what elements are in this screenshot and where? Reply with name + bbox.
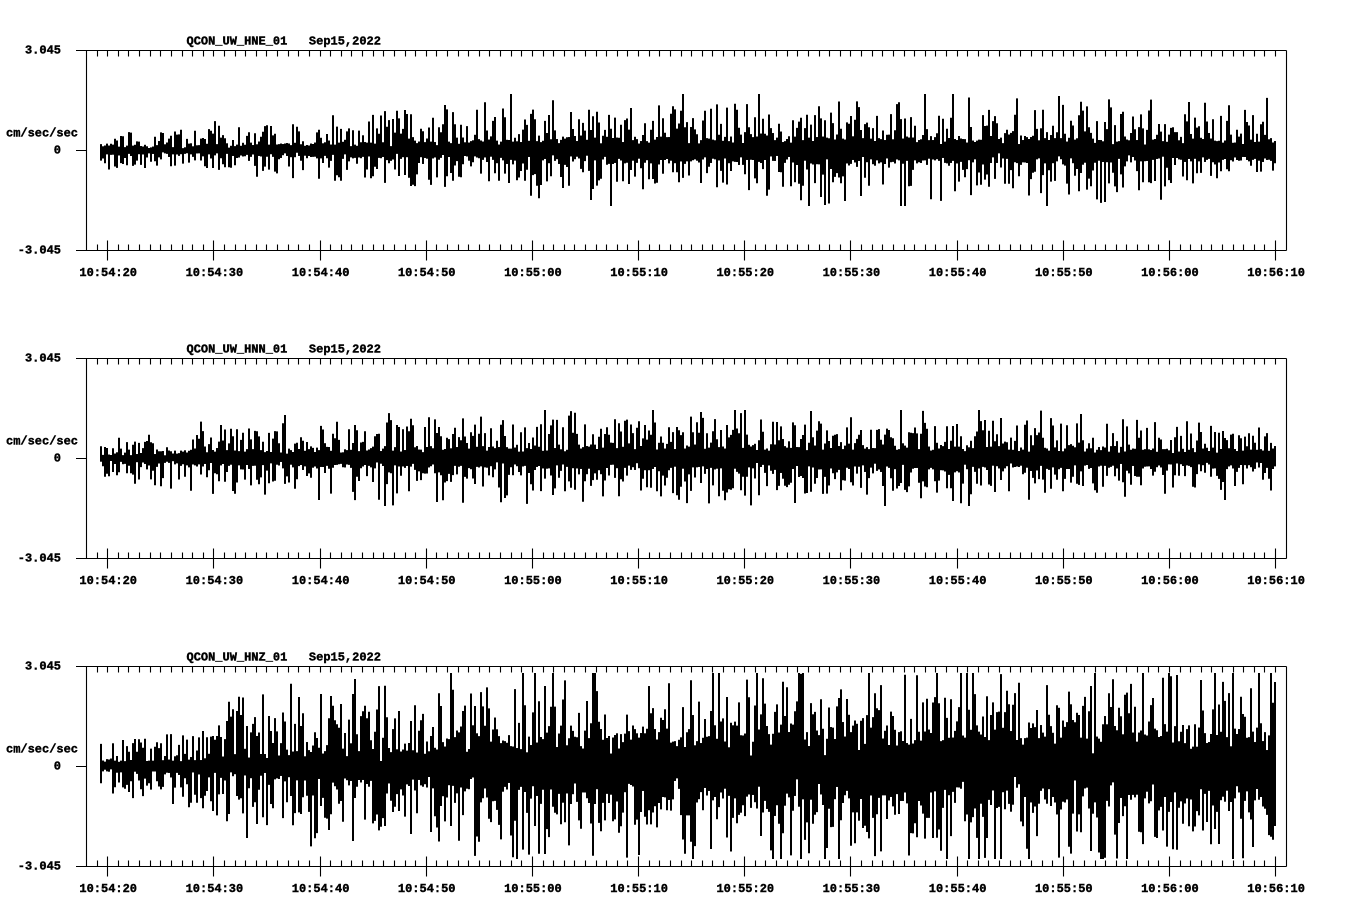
svg-text:10:55:10: 10:55:10 xyxy=(610,574,668,588)
svg-text:QCON_UW_HNN_01 Sep15,2022: QCON_UW_HNN_01 Sep15,2022 xyxy=(187,343,381,357)
svg-text:10:56:00: 10:56:00 xyxy=(1141,882,1199,896)
svg-text:10:54:20: 10:54:20 xyxy=(79,574,137,588)
svg-text:10:55:10: 10:55:10 xyxy=(610,882,668,896)
svg-text:3.045: 3.045 xyxy=(25,660,61,674)
svg-text:QCON_UW_HNZ_01 Sep15,2022: QCON_UW_HNZ_01 Sep15,2022 xyxy=(187,651,381,665)
svg-text:10:54:30: 10:54:30 xyxy=(186,882,244,896)
svg-text:10:56:10: 10:56:10 xyxy=(1247,266,1305,280)
svg-text:cm/sec/sec: cm/sec/sec xyxy=(6,435,78,449)
svg-text:cm/sec/sec: cm/sec/sec xyxy=(6,127,78,141)
svg-text:10:55:00: 10:55:00 xyxy=(504,574,562,588)
svg-text:-3.045: -3.045 xyxy=(18,860,61,874)
svg-text:QCON_UW_HNE_01 Sep15,2022: QCON_UW_HNE_01 Sep15,2022 xyxy=(187,35,381,49)
svg-text:10:55:20: 10:55:20 xyxy=(716,574,774,588)
svg-text:10:54:50: 10:54:50 xyxy=(398,574,456,588)
svg-text:10:55:20: 10:55:20 xyxy=(716,266,774,280)
svg-text:10:55:40: 10:55:40 xyxy=(929,266,987,280)
svg-text:10:54:30: 10:54:30 xyxy=(186,574,244,588)
svg-text:10:54:50: 10:54:50 xyxy=(398,882,456,896)
svg-text:10:55:30: 10:55:30 xyxy=(823,266,881,280)
svg-text:10:55:50: 10:55:50 xyxy=(1035,266,1093,280)
svg-text:10:55:00: 10:55:00 xyxy=(504,266,562,280)
svg-text:0: 0 xyxy=(54,760,61,774)
svg-text:10:55:30: 10:55:30 xyxy=(823,574,881,588)
svg-text:0: 0 xyxy=(54,144,61,158)
svg-text:10:56:10: 10:56:10 xyxy=(1247,882,1305,896)
svg-text:3.045: 3.045 xyxy=(25,44,61,58)
svg-text:-3.045: -3.045 xyxy=(18,244,61,258)
svg-text:10:54:40: 10:54:40 xyxy=(292,882,350,896)
svg-text:10:56:00: 10:56:00 xyxy=(1141,574,1199,588)
svg-text:3.045: 3.045 xyxy=(25,352,61,366)
svg-text:10:55:40: 10:55:40 xyxy=(929,574,987,588)
svg-text:10:55:50: 10:55:50 xyxy=(1035,574,1093,588)
svg-text:10:54:50: 10:54:50 xyxy=(398,266,456,280)
svg-text:10:55:30: 10:55:30 xyxy=(823,882,881,896)
svg-text:10:55:40: 10:55:40 xyxy=(929,882,987,896)
svg-text:0: 0 xyxy=(54,452,61,466)
svg-text:10:54:40: 10:54:40 xyxy=(292,266,350,280)
svg-text:10:54:40: 10:54:40 xyxy=(292,574,350,588)
svg-text:10:54:20: 10:54:20 xyxy=(79,882,137,896)
svg-text:10:55:00: 10:55:00 xyxy=(504,882,562,896)
svg-text:10:54:30: 10:54:30 xyxy=(186,266,244,280)
svg-text:10:55:50: 10:55:50 xyxy=(1035,882,1093,896)
svg-text:10:56:10: 10:56:10 xyxy=(1247,574,1305,588)
svg-text:cm/sec/sec: cm/sec/sec xyxy=(6,743,78,757)
svg-text:10:54:20: 10:54:20 xyxy=(79,266,137,280)
svg-text:10:56:00: 10:56:00 xyxy=(1141,266,1199,280)
svg-text:-3.045: -3.045 xyxy=(18,552,61,566)
svg-text:10:55:10: 10:55:10 xyxy=(610,266,668,280)
svg-text:10:55:20: 10:55:20 xyxy=(716,882,774,896)
